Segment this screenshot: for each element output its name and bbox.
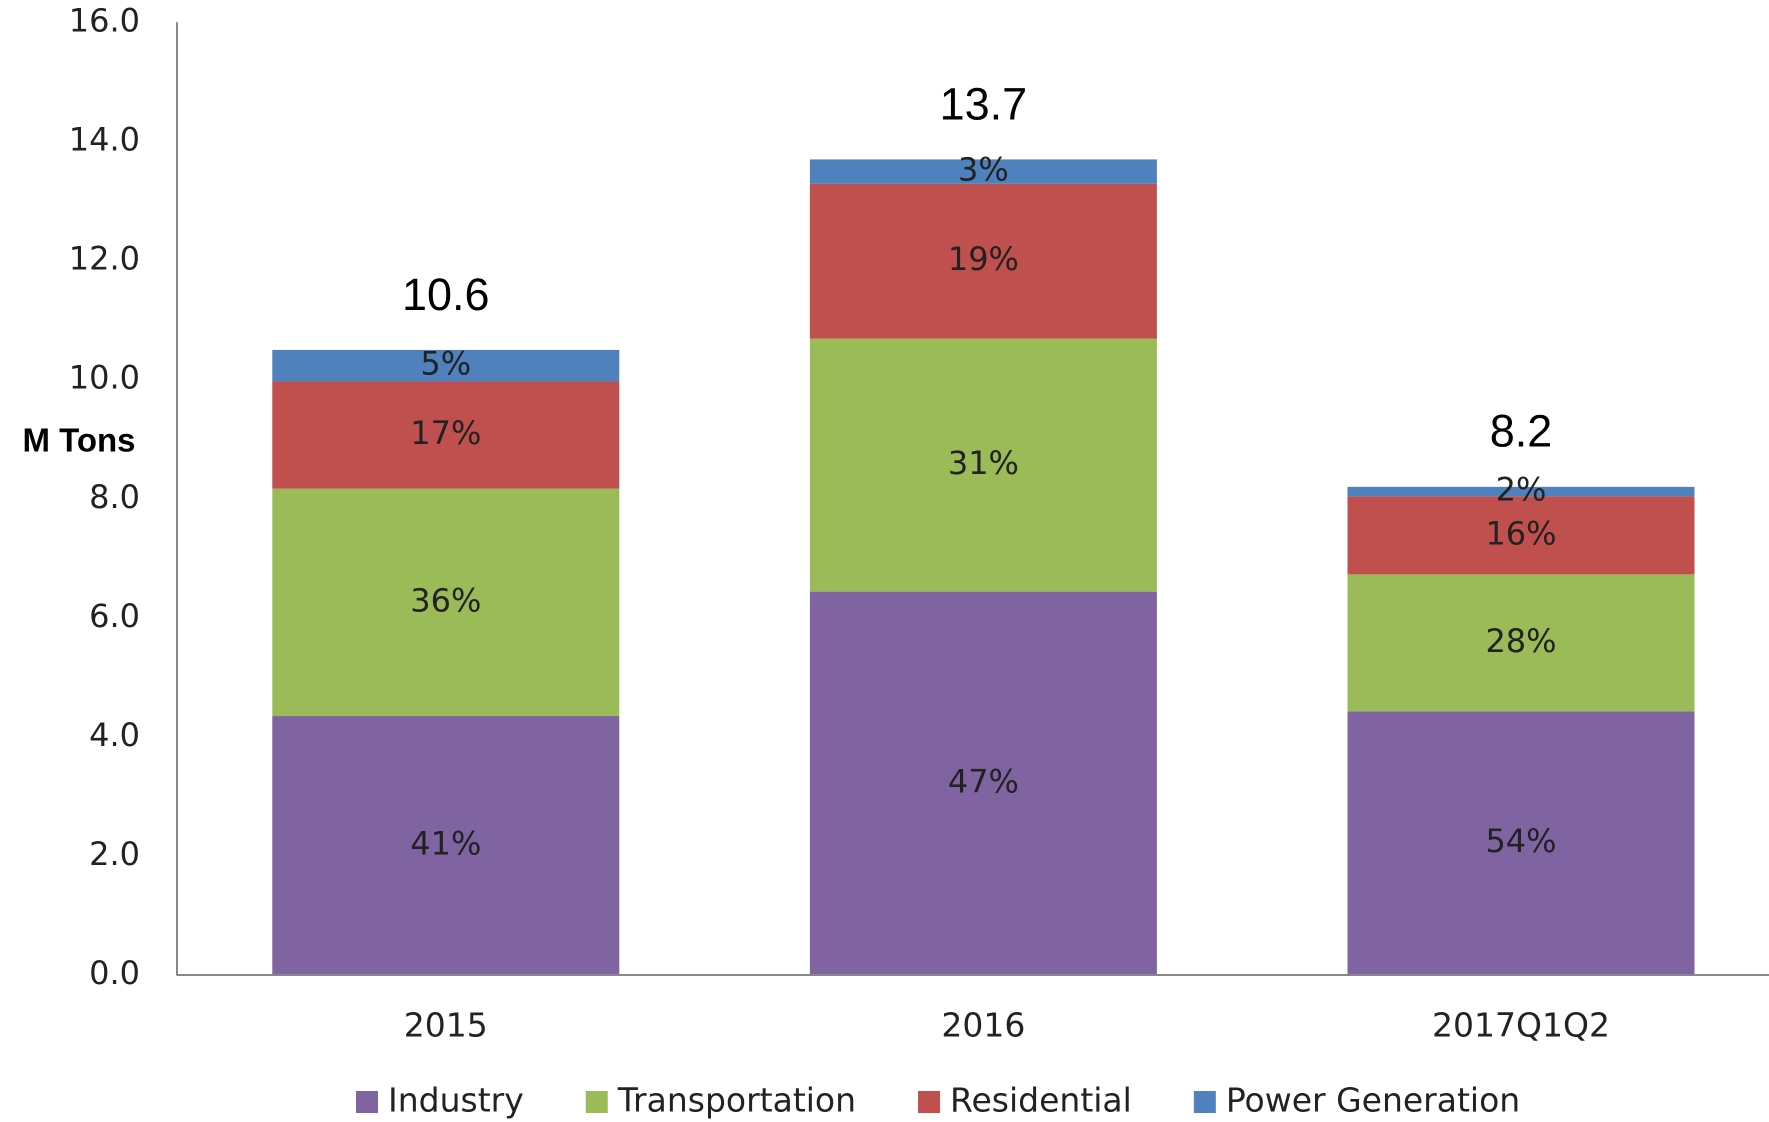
y-tick-label: 4.0 bbox=[89, 716, 140, 754]
bar-segment bbox=[272, 381, 620, 489]
bar-segment bbox=[1347, 486, 1695, 497]
legend-label: Residential bbox=[950, 1081, 1132, 1120]
y-axis-label: M Tons bbox=[22, 422, 135, 459]
y-tick-label: 16.0 bbox=[69, 2, 140, 40]
legend-label: Industry bbox=[388, 1081, 524, 1120]
data-label: 2% bbox=[1496, 471, 1547, 509]
bar-segment bbox=[1347, 711, 1695, 975]
bar-segment bbox=[1347, 496, 1695, 575]
x-tick-label: 2017Q1Q2 bbox=[1432, 1006, 1610, 1045]
y-tick-label: 6.0 bbox=[89, 597, 140, 635]
x-tick-label: 2015 bbox=[404, 1006, 488, 1045]
y-tick-label: 12.0 bbox=[69, 240, 140, 278]
data-label: 17% bbox=[410, 414, 481, 452]
total-label: 13.7 bbox=[940, 78, 1028, 129]
total-label: 8.2 bbox=[1490, 406, 1553, 457]
data-label: 41% bbox=[410, 825, 481, 863]
legend-label: Power Generation bbox=[1226, 1081, 1520, 1120]
x-tick-label: 2016 bbox=[941, 1006, 1025, 1045]
bar-segment bbox=[1347, 574, 1695, 712]
data-label: 31% bbox=[948, 444, 1019, 482]
y-tick-label: 8.0 bbox=[89, 478, 140, 516]
legend-swatch bbox=[918, 1091, 941, 1113]
y-tick-label: 10.0 bbox=[69, 359, 140, 397]
data-label: 36% bbox=[410, 581, 481, 619]
bar-segment bbox=[809, 159, 1157, 184]
data-label: 5% bbox=[420, 345, 471, 383]
legend-swatch bbox=[585, 1091, 608, 1113]
legend-swatch bbox=[1193, 1091, 1216, 1113]
y-tick-label: 0.0 bbox=[89, 954, 140, 992]
y-tick-label: 2.0 bbox=[89, 835, 140, 873]
bar-segment bbox=[809, 183, 1157, 339]
data-label: 54% bbox=[1485, 822, 1556, 860]
data-label: 16% bbox=[1485, 514, 1556, 552]
data-label: 3% bbox=[958, 151, 1009, 189]
legend-label: Transportation bbox=[617, 1081, 856, 1120]
bar-segment bbox=[809, 338, 1157, 592]
bar-segment bbox=[272, 349, 620, 382]
bar-segment bbox=[272, 716, 620, 975]
bar-segment bbox=[272, 488, 620, 717]
legend-swatch bbox=[356, 1091, 378, 1113]
bar-segment bbox=[809, 591, 1157, 975]
y-tick-label: 14.0 bbox=[69, 121, 140, 159]
data-label: 47% bbox=[948, 762, 1019, 800]
data-label: 19% bbox=[948, 240, 1019, 278]
data-label: 28% bbox=[1485, 622, 1556, 660]
total-label: 10.6 bbox=[402, 269, 490, 320]
